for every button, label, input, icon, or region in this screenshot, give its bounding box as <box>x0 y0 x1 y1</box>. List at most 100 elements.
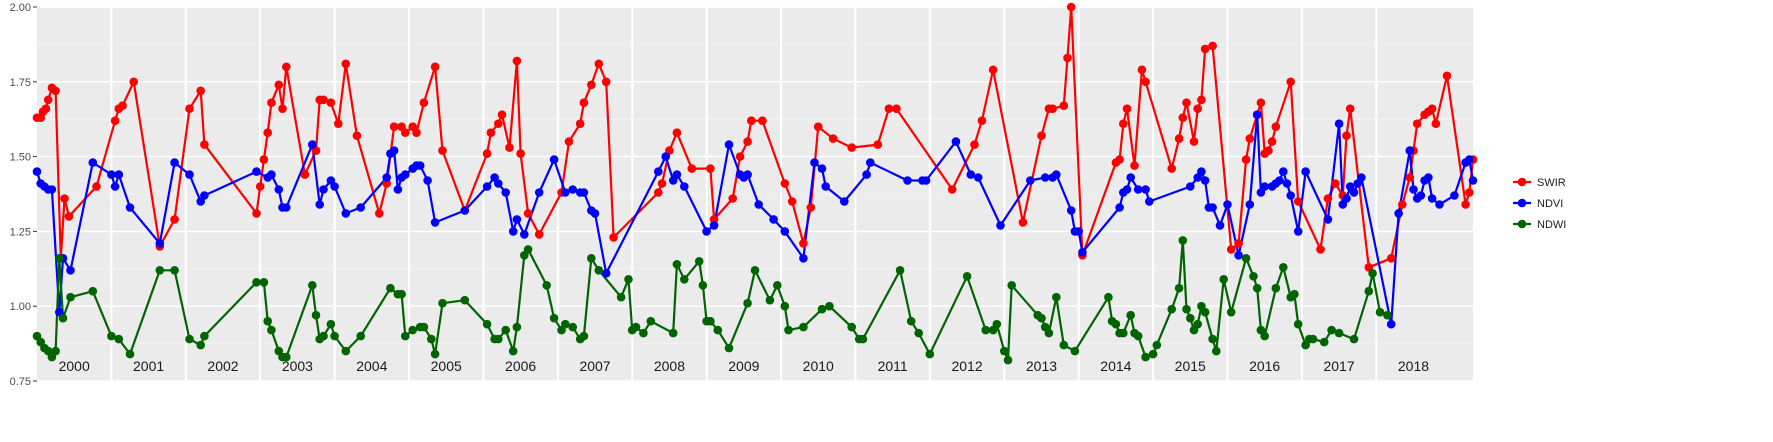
swir-point <box>813 122 823 131</box>
ndvi-point <box>754 200 763 209</box>
ndwi-point <box>460 295 470 305</box>
legend-key-point <box>1517 177 1527 187</box>
ndvi-point <box>780 227 790 236</box>
swir-point <box>1066 2 1076 12</box>
swir-point <box>170 215 179 224</box>
swir-point <box>389 122 399 131</box>
ndwi-point <box>1148 349 1158 359</box>
ndvi-point <box>1334 119 1344 128</box>
ndwi-point <box>508 346 518 356</box>
year-label-2012: 2012 <box>951 358 982 374</box>
swir-point <box>970 140 979 149</box>
ndwi-point <box>408 325 418 335</box>
swir-point <box>1293 197 1303 206</box>
legend-label-ndvi: NDVI <box>1537 198 1563 210</box>
ndvi-point <box>799 253 808 263</box>
ndvi-point <box>1215 221 1225 230</box>
ndvi-point <box>810 158 819 167</box>
swir-point <box>787 197 797 206</box>
ndwi-point <box>1208 334 1217 344</box>
swir-point <box>1264 146 1273 155</box>
legend-label-ndwi: NDWI <box>1537 219 1566 231</box>
swir-point <box>1130 161 1139 170</box>
ndvi-point <box>430 218 440 227</box>
swir-point <box>92 182 101 191</box>
y-tick-label: 0.75 <box>10 376 31 388</box>
ndwi-point <box>185 334 194 344</box>
swir-point <box>1189 137 1199 146</box>
swir-point <box>110 116 120 125</box>
ndwi-point <box>672 260 682 269</box>
swir-point <box>505 143 514 152</box>
ndwi-point <box>1200 307 1210 317</box>
swir-point <box>873 140 883 149</box>
ndvi-point <box>1141 185 1150 194</box>
ndwi-point <box>1319 337 1329 347</box>
ndwi-point <box>1241 253 1251 263</box>
swir-point <box>728 194 737 203</box>
ndwi-point <box>981 325 990 335</box>
ndvi-point <box>601 269 611 278</box>
ndvi-point <box>1208 203 1217 212</box>
ndwi-point <box>817 304 827 314</box>
ndwi-point <box>88 286 98 296</box>
ndvi-point <box>155 239 165 248</box>
ndwi-point <box>501 325 511 335</box>
year-label-2017: 2017 <box>1323 358 1354 374</box>
swir-point <box>267 98 276 107</box>
swir-point <box>482 149 492 158</box>
ndwi-point <box>125 349 135 359</box>
ndwi-point <box>1167 304 1176 314</box>
year-label-2014: 2014 <box>1100 358 1131 374</box>
ndwi-point <box>252 278 261 287</box>
ndvi-point <box>1349 188 1359 197</box>
ndvi-point <box>315 200 325 209</box>
ndvi-point <box>579 188 589 197</box>
ndwi-point <box>1249 272 1258 281</box>
ndwi-point <box>330 331 339 341</box>
year-label-2013: 2013 <box>1026 358 1057 374</box>
series-points <box>32 2 1478 365</box>
swir-point <box>200 140 209 149</box>
ndwi-point <box>326 319 336 329</box>
ndvi-point <box>423 176 432 185</box>
ndwi-point <box>51 346 60 356</box>
ndwi-point <box>1349 334 1359 344</box>
swir-point <box>1200 44 1210 54</box>
ndwi-point <box>356 331 366 341</box>
ndvi-point <box>1122 185 1132 194</box>
ndvi-point <box>1450 191 1459 200</box>
swir-point <box>579 98 589 107</box>
swir-point <box>1286 77 1295 87</box>
ndvi-point <box>840 197 849 206</box>
ndwi-point <box>698 281 708 290</box>
swir-point <box>1442 71 1452 81</box>
y-axis: 0.75 1.00 1.25 1.50 1.75 2.00 <box>10 2 37 388</box>
ndvi-point <box>1416 191 1426 200</box>
ndwi-point <box>114 334 124 344</box>
swir-point <box>1048 104 1057 113</box>
year-label-2004: 2004 <box>356 358 387 374</box>
ndwi-point <box>962 272 972 281</box>
ndvi-point <box>274 185 284 194</box>
ndvi-point <box>549 155 559 164</box>
ndvi-point <box>903 176 912 185</box>
swir-point <box>1115 155 1124 164</box>
swir-point <box>1271 122 1281 131</box>
ndvi-point <box>743 170 752 179</box>
swir-point <box>516 149 525 158</box>
ndwi-point <box>1182 304 1191 314</box>
swir-point <box>274 80 284 90</box>
swir-point <box>1461 200 1470 209</box>
ndvi-point <box>1465 155 1474 164</box>
swir-point <box>1398 200 1407 209</box>
swir-point <box>1167 164 1176 173</box>
swir-point <box>1345 104 1355 113</box>
ndwi-point <box>750 266 760 275</box>
swir-point <box>1182 98 1191 107</box>
swir-point <box>51 86 60 96</box>
ndwi-point <box>825 301 834 311</box>
swir-point <box>255 182 265 191</box>
swir-point <box>780 179 790 188</box>
ndwi-point <box>282 352 291 362</box>
